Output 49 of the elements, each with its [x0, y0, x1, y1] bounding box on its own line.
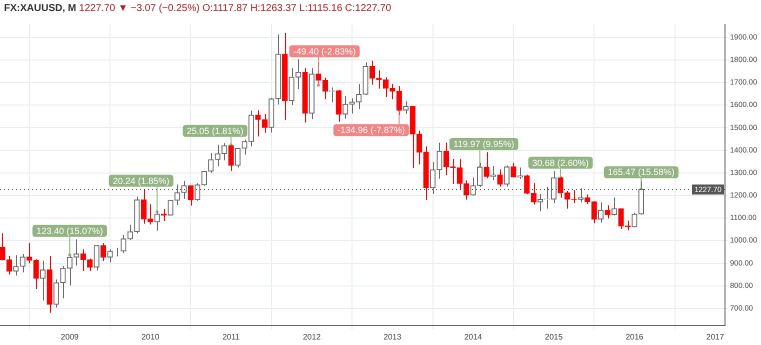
x-tick-label: 2013	[384, 332, 402, 342]
chart-subtitle: 1227.70 ▼ −3.07 (−0.25%) O:1117.87 H:1263.37 L:1115.16 C:1227.70	[79, 3, 392, 14]
candlestick	[140, 188, 146, 224]
annotation: 30.68 (2.60%)	[532, 158, 589, 168]
x-tick-label: 2011	[222, 332, 240, 342]
candlestick	[510, 162, 516, 178]
x-tick-label: 2012	[302, 332, 322, 342]
candlestick	[336, 90, 342, 122]
candlestick	[13, 254, 19, 276]
candlestick	[504, 165, 510, 187]
annotation: 119.97 (9.95%)	[453, 139, 514, 150]
candlestick	[181, 180, 187, 200]
chart-title: FX:XAUUSD, M	[4, 3, 76, 14]
candlestick	[255, 110, 261, 137]
candlestick	[94, 244, 100, 272]
x-tick-label: 2016	[626, 332, 644, 342]
candlestick	[208, 152, 214, 174]
candlestick	[214, 144, 220, 167]
candlestick	[188, 185, 194, 206]
candlestick	[262, 113, 268, 134]
annotation: 20.24 (1.85%)	[112, 176, 170, 186]
candlestick	[497, 169, 503, 187]
candlestick	[624, 220, 631, 231]
candlestick	[598, 202, 604, 224]
x-tick-label: 2014	[464, 332, 483, 342]
candlestick	[470, 176, 476, 196]
candlestick	[20, 254, 26, 273]
candlestick	[40, 260, 46, 302]
x-tick-label: 2017	[706, 332, 725, 342]
candlestick	[464, 180, 470, 200]
annotation: -49.40 (-2.83%)	[293, 46, 356, 56]
candlestick	[484, 152, 490, 179]
candlestick	[611, 197, 618, 216]
candlestick	[403, 100, 409, 114]
annotation: 25.05 (1.81%)	[186, 126, 244, 136]
candlestick	[148, 204, 154, 225]
x-tick-label: 2010	[141, 332, 160, 342]
annotation: 123.40 (15.07%)	[36, 226, 103, 236]
candlestick	[100, 242, 106, 262]
candlestick	[80, 248, 86, 272]
x-tick-label: 2009	[60, 332, 80, 342]
candlestick	[222, 142, 228, 161]
x-tick-label: 2015	[544, 332, 564, 342]
candlestick	[107, 248, 113, 263]
candlestick	[604, 204, 610, 220]
candlestick	[632, 212, 638, 228]
candlestick	[618, 208, 624, 230]
annotation: 165.47 (15.58%)	[608, 167, 674, 178]
annotation: -134.96 (-7.87%)	[337, 125, 405, 136]
